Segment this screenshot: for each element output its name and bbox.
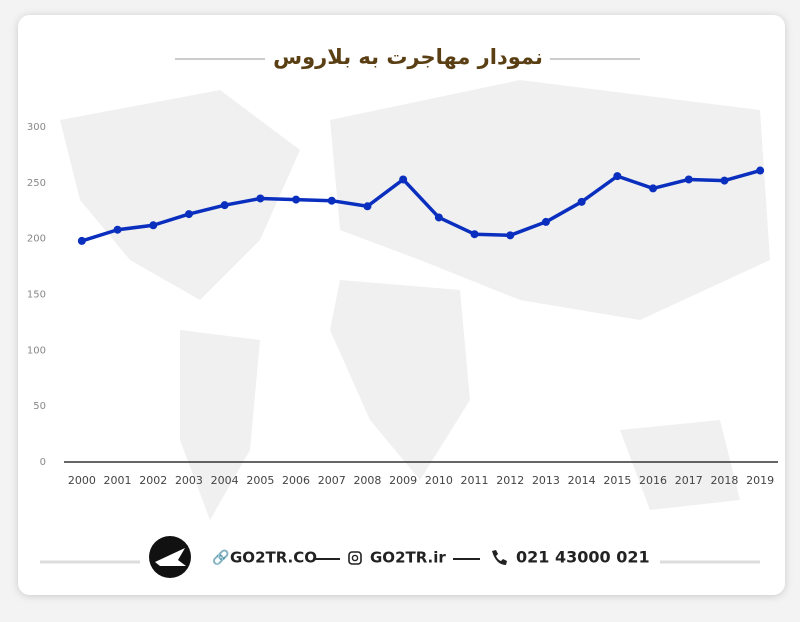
point <box>220 201 229 210</box>
x-tick-label: 2011 <box>461 474 489 487</box>
instagram-icon <box>348 551 362 565</box>
x-tick-label: 2012 <box>496 474 524 487</box>
point <box>363 202 372 211</box>
point <box>327 196 336 205</box>
line <box>81 168 761 243</box>
x-tick-label: 2007 <box>318 474 346 487</box>
link-icon: 🔗 <box>212 548 230 566</box>
x-tick-label: 2010 <box>425 474 453 487</box>
point <box>149 221 158 230</box>
x-tick-label: 2002 <box>139 474 167 487</box>
x-tick-label: 2004 <box>211 474 239 487</box>
x-tick-label: 2019 <box>746 474 774 487</box>
x-tick-label: 2008 <box>353 474 381 487</box>
x-tick-label: 2005 <box>246 474 274 487</box>
y-tick-label: 200 <box>27 234 46 245</box>
x-tick-label: 2003 <box>175 474 203 487</box>
x-tick-label: 2000 <box>68 474 96 487</box>
x-tick-label: 2013 <box>532 474 560 487</box>
point <box>256 194 265 203</box>
point <box>720 176 729 185</box>
point <box>434 213 443 222</box>
point <box>684 175 693 184</box>
x-tick-label: 2015 <box>603 474 631 487</box>
x-tick-label: 2017 <box>675 474 703 487</box>
point <box>113 225 122 234</box>
point <box>649 184 658 193</box>
footer: 🔗 GO2TR.CO GO2TR.ir 021 43000 021 <box>40 536 760 578</box>
y-tick-label: 50 <box>33 401 46 412</box>
phone: 021 43000 021 <box>516 548 650 567</box>
logo-plane <box>155 548 186 566</box>
x-tick-label: 2016 <box>639 474 667 487</box>
phone-icon <box>492 550 507 565</box>
point <box>756 166 765 175</box>
x-tick-label: 2014 <box>568 474 596 487</box>
point <box>506 231 515 240</box>
point <box>292 195 301 204</box>
x-tick-label: 2018 <box>710 474 738 487</box>
y-tick-label: 150 <box>27 290 46 301</box>
point <box>541 217 550 226</box>
x-tick-label: 2009 <box>389 474 417 487</box>
chart-title: نمودار مهاجرت به بلاروس <box>273 45 543 69</box>
y-tick-label: 0 <box>40 457 46 468</box>
point <box>77 236 86 245</box>
y-tick-label: 300 <box>27 122 46 133</box>
x-tick-label: 2006 <box>282 474 310 487</box>
point <box>470 230 479 239</box>
website: GO2TR.CO <box>230 549 317 567</box>
y-tick-label: 100 <box>27 345 46 356</box>
y-tick-label: 250 <box>27 178 46 189</box>
point <box>613 172 622 181</box>
point <box>184 210 193 219</box>
instagram-icon <box>351 554 359 562</box>
instagram: GO2TR.ir <box>370 549 446 567</box>
point <box>577 197 586 206</box>
world-map <box>60 80 770 520</box>
x-tick-label: 2001 <box>104 474 132 487</box>
point <box>399 175 408 184</box>
